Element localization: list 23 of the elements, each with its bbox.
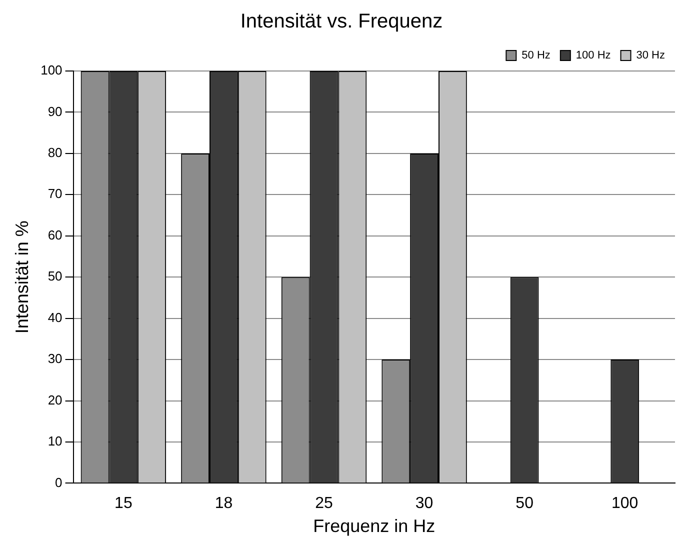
- y-tick-label: 70: [48, 186, 62, 202]
- y-tick-label: 40: [48, 310, 62, 325]
- x-axis-title: Frequenz in Hz: [313, 516, 436, 536]
- y-axis-title: Intensität in %: [12, 220, 32, 334]
- x-tick-label: 18: [214, 495, 233, 512]
- x-tick-label: 50: [516, 495, 534, 512]
- y-tick-label: 60: [48, 227, 62, 242]
- y-tick-label: 80: [48, 145, 62, 160]
- y-tick-label: 100: [40, 62, 62, 78]
- x-tick-label: 15: [114, 495, 132, 512]
- y-tick-label: 10: [48, 434, 62, 449]
- y-tick-label: 20: [48, 392, 62, 408]
- y-tick-label: 90: [48, 104, 62, 119]
- legend-label: 50 Hz: [522, 50, 550, 62]
- x-tick-label: 100: [612, 495, 638, 512]
- legend-label: 30 Hz: [636, 50, 666, 62]
- legend-label: 100 Hz: [576, 50, 611, 62]
- y-tick-label: 0: [55, 474, 62, 490]
- y-tick-label: 50: [48, 268, 62, 284]
- x-tick-label: 30: [415, 495, 434, 512]
- x-tick-label: 25: [315, 495, 333, 512]
- chart-title: Intensität vs. Frequenz: [240, 10, 443, 33]
- y-tick-label: 30: [48, 351, 62, 366]
